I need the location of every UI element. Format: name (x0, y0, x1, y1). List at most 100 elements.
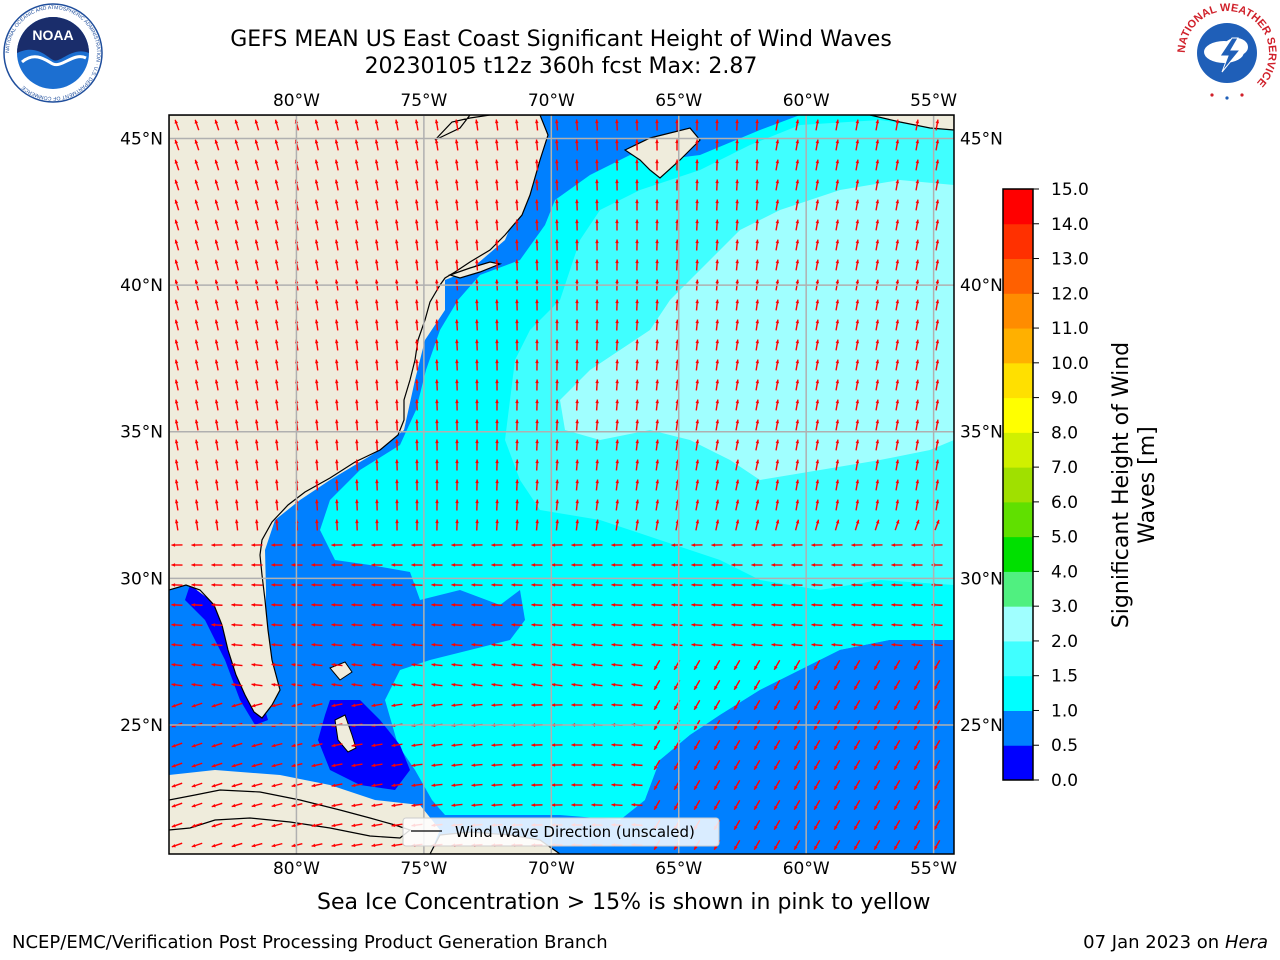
wave-direction-arrowhead (234, 199, 239, 204)
wave-direction-arrowhead (254, 359, 259, 364)
wave-direction-arrowhead (695, 299, 699, 304)
wave-direction-arrowhead (914, 685, 918, 690)
wave-direction-arrowhead (734, 665, 738, 670)
wave-direction-arrowhead (714, 805, 718, 810)
wave-direction-arrowhead (894, 685, 898, 690)
wave-direction-arrowhead (274, 239, 279, 244)
wave-direction-arrowhead (751, 603, 756, 607)
wave-direction-arrowhead (755, 119, 759, 124)
wave-direction-arrowhead (471, 623, 476, 627)
wave-direction-arrowhead (415, 359, 419, 364)
wave-direction-arrowhead (314, 199, 319, 204)
wave-direction-arrowhead (194, 379, 199, 384)
wave-direction-arrowhead (654, 665, 658, 670)
wave-direction-arrowhead (535, 159, 539, 164)
wave-direction-arrowhead (731, 543, 736, 547)
wave-direction-arrowhead (895, 139, 900, 144)
wave-direction-arrowhead (171, 662, 176, 667)
wave-direction-arrowhead (835, 379, 840, 384)
wave-direction-arrowhead (595, 159, 599, 164)
wave-direction-arrowhead (535, 519, 539, 524)
wave-direction-arrowhead (631, 803, 636, 807)
wave-direction-arrowhead (571, 783, 576, 787)
wave-direction-arrowhead (535, 419, 539, 424)
wave-direction-arrowhead (271, 543, 276, 547)
wave-direction-arrowhead (434, 139, 439, 144)
wave-direction-arrowhead (575, 359, 579, 364)
wave-direction-arrowhead (571, 703, 576, 707)
wave-direction-arrowhead (495, 319, 499, 324)
wave-direction-arrowhead (455, 319, 459, 324)
wave-direction-arrowhead (735, 199, 739, 204)
wave-direction-arrowhead (331, 703, 336, 708)
wave-direction-arrowhead (394, 279, 399, 284)
wave-direction-arrowhead (835, 479, 840, 484)
wave-direction-arrowhead (455, 359, 459, 364)
wave-direction-arrowhead (414, 159, 419, 164)
wave-direction-arrowhead (855, 459, 860, 464)
wave-direction-arrowhead (274, 319, 279, 324)
wave-direction-arrowhead (434, 239, 439, 244)
wave-direction-arrowhead (895, 519, 900, 524)
wave-direction-arrowhead (815, 219, 820, 224)
wave-direction-arrowhead (311, 603, 316, 607)
wave-direction-arrowhead (571, 662, 576, 667)
wave-direction-arrowhead (915, 399, 920, 404)
wave-direction-arrowhead (374, 299, 379, 304)
wave-direction-arrowhead (675, 199, 679, 204)
wave-direction-arrowhead (835, 199, 840, 204)
wave-direction-arrowhead (651, 623, 656, 627)
wave-direction-arrowhead (395, 459, 399, 464)
wave-direction-arrowhead (174, 239, 179, 244)
wave-direction-arrowhead (455, 499, 459, 504)
lat-label-left: 25°N (120, 716, 163, 736)
wave-direction-arrowhead (915, 159, 920, 164)
latitude-labels-right: 45°N 40°N 35°N 30°N 25°N (960, 129, 1003, 736)
wave-direction-arrowhead (271, 662, 276, 667)
wave-direction-arrowhead (394, 119, 399, 124)
wave-direction-arrowhead (895, 239, 900, 244)
wave-direction-arrowhead (735, 379, 740, 384)
colorbar-swatch (1003, 397, 1033, 433)
wave-direction-arrowhead (794, 785, 798, 790)
wave-direction-arrowhead (515, 479, 519, 484)
longitude-labels-bottom: 80°W 75°W 70°W 65°W 60°W 55°W (273, 859, 957, 879)
wave-direction-arrowhead (791, 643, 796, 647)
wave-direction-arrowhead (674, 745, 678, 750)
wave-direction-arrowhead (831, 563, 836, 567)
wave-direction-arrowhead (835, 119, 840, 124)
wave-direction-arrowhead (371, 563, 376, 567)
wave-direction-arrowhead (835, 419, 840, 424)
wave-direction-arrowhead (731, 563, 736, 567)
wave-direction-arrowhead (394, 239, 399, 244)
wave-direction-arrowhead (475, 499, 479, 504)
wave-direction-arrowhead (234, 399, 239, 404)
wave-direction-arrowhead (855, 439, 860, 444)
lon-label-top: 70°W (528, 91, 575, 111)
wave-direction-arrowhead (695, 439, 700, 444)
wave-direction-arrowhead (351, 662, 356, 667)
wave-direction-arrowhead (314, 139, 319, 144)
wave-direction-arrowhead (775, 179, 780, 184)
colorbar-tick-label: 10.0 (1051, 354, 1089, 374)
wave-direction-arrowhead (735, 519, 740, 524)
lon-label-top: 80°W (273, 91, 320, 111)
wave-direction-arrowhead (234, 259, 239, 264)
wave-direction-arrowhead (655, 519, 660, 524)
wave-direction-arrowhead (415, 479, 419, 484)
wave-direction-arrowhead (695, 279, 699, 284)
lat-label-left: 30°N (120, 569, 163, 589)
wave-direction-arrowhead (531, 743, 536, 747)
wave-direction-arrowhead (595, 459, 600, 464)
wave-direction-arrowhead (354, 279, 359, 284)
lon-label-bottom: 75°W (400, 859, 447, 879)
wave-direction-arrowhead (374, 179, 379, 184)
wave-direction-arrowhead (455, 479, 459, 484)
wave-direction-arrowhead (775, 379, 780, 384)
wave-direction-arrowhead (831, 583, 836, 587)
wave-direction-arrowhead (431, 662, 436, 667)
wave-direction-arrowhead (194, 159, 199, 164)
wave-direction-arrowhead (934, 705, 938, 710)
lon-label-bottom: 65°W (655, 859, 702, 879)
wave-direction-arrowhead (435, 399, 439, 404)
